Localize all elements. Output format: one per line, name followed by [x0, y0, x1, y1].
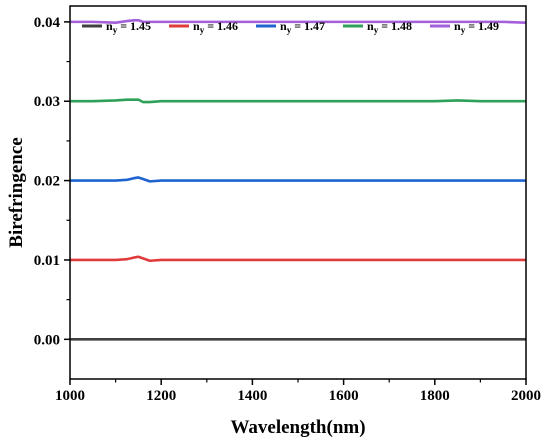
legend-label: ny = 1.49 [454, 19, 499, 35]
legend: ny = 1.45 ny = 1.46 ny = 1.47 ny = 1.48 ny =… [82, 19, 499, 35]
y-tick-label: 0.02 [34, 174, 60, 190]
plot-frame [69, 5, 527, 380]
series-line-3 [70, 176, 526, 183]
x-tick-label: 1200 [146, 388, 176, 404]
y-tick-label: 0.01 [34, 253, 60, 269]
y-tick-label: 0.03 [34, 94, 60, 110]
legend-label: ny = 1.48 [367, 19, 412, 35]
x-tick-label: 1400 [237, 388, 267, 404]
series-layer [70, 18, 527, 341]
series-line-4 [70, 98, 526, 104]
x-axis-title: Wavelength(nm) [230, 417, 365, 438]
y-tick-label: 0.00 [34, 332, 60, 348]
x-tick-label: 1000 [55, 388, 85, 404]
x-tick-label: 1800 [420, 388, 450, 404]
legend-entry-3: ny = 1.47 [256, 19, 325, 35]
legend-label: ny = 1.46 [193, 19, 238, 35]
series-line-5 [70, 18, 527, 24]
legend-entry-1: ny = 1.45 [82, 19, 151, 35]
legend-label: ny = 1.45 [106, 19, 151, 35]
legend-label: ny = 1.47 [280, 19, 325, 35]
y-tick-label: 0.04 [34, 15, 61, 31]
ticks-layer: 1000 1200 1400 1600 1800 2000 0.00 0.01 0.02 0.03… [34, 15, 541, 404]
x-tick-label: 1600 [329, 388, 359, 404]
y-axis-title: Birefringence [6, 137, 27, 247]
x-tick-label: 2000 [511, 388, 541, 404]
series-line-2 [70, 255, 526, 263]
legend-entry-4: ny = 1.48 [343, 19, 412, 35]
legend-entry-5: ny = 1.49 [430, 19, 499, 35]
legend-entry-2: ny = 1.46 [169, 19, 238, 35]
